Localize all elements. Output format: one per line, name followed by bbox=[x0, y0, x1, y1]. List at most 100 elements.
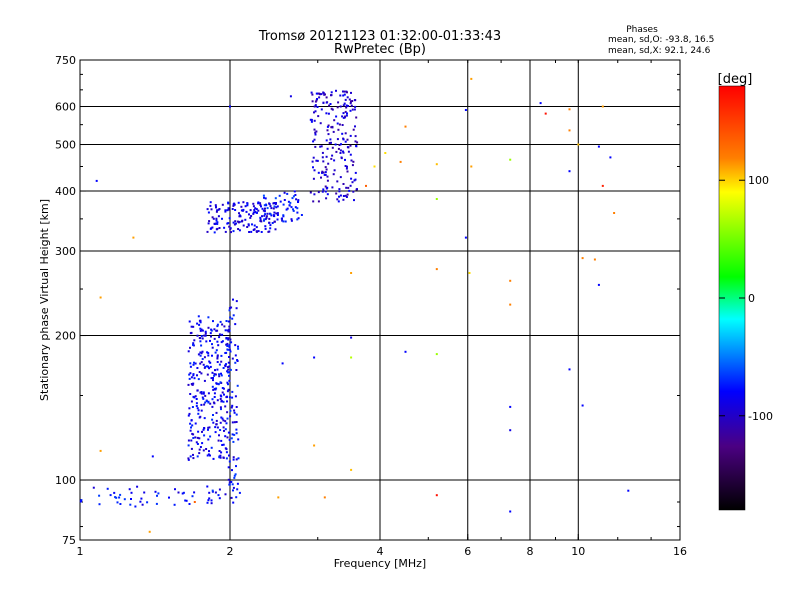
data-point bbox=[256, 211, 258, 214]
data-point bbox=[312, 156, 315, 159]
data-point bbox=[323, 93, 326, 96]
x-axis-ticks: 1 2 4 6 8 10 16 bbox=[77, 60, 687, 558]
data-point bbox=[193, 339, 196, 342]
data-point bbox=[154, 490, 157, 493]
data-point bbox=[345, 196, 348, 198]
data-point bbox=[312, 200, 315, 203]
data-point bbox=[275, 206, 278, 209]
data-point bbox=[342, 198, 345, 201]
data-point bbox=[207, 438, 210, 441]
data-point bbox=[231, 433, 234, 436]
data-point bbox=[139, 500, 142, 503]
data-point bbox=[324, 190, 327, 193]
data-point bbox=[329, 103, 332, 105]
data-point bbox=[347, 105, 350, 107]
data-point bbox=[315, 99, 318, 102]
data-point bbox=[216, 209, 219, 212]
data-point bbox=[215, 419, 218, 422]
data-point bbox=[227, 330, 230, 333]
data-point bbox=[317, 191, 320, 194]
data-point bbox=[141, 503, 144, 506]
data-point bbox=[238, 229, 241, 232]
data-point bbox=[194, 362, 197, 365]
data-point bbox=[228, 329, 231, 332]
data-point bbox=[328, 142, 331, 144]
data-point bbox=[227, 320, 230, 323]
data-point bbox=[196, 407, 199, 410]
data-point bbox=[293, 190, 296, 193]
data-point bbox=[204, 365, 207, 368]
data-point bbox=[350, 468, 353, 471]
data-point bbox=[228, 438, 231, 441]
data-point bbox=[203, 334, 206, 337]
data-point bbox=[220, 354, 223, 357]
scatter-points bbox=[79, 77, 630, 533]
data-point bbox=[354, 125, 356, 128]
y-axis-ticks: 75 100 200 300 400 500 600 750 bbox=[55, 54, 680, 547]
data-point bbox=[224, 428, 227, 431]
data-point bbox=[332, 173, 335, 176]
data-point bbox=[287, 200, 290, 203]
data-point bbox=[129, 503, 132, 506]
data-point bbox=[344, 110, 347, 113]
data-point bbox=[199, 327, 202, 330]
data-point bbox=[254, 207, 257, 210]
data-point bbox=[300, 214, 303, 216]
data-point bbox=[221, 444, 224, 446]
data-point bbox=[216, 355, 219, 358]
data-point bbox=[327, 162, 330, 165]
data-point bbox=[202, 391, 205, 394]
data-point bbox=[509, 429, 512, 432]
data-point bbox=[613, 212, 616, 214]
data-point bbox=[268, 221, 271, 224]
data-point bbox=[225, 396, 228, 398]
data-point bbox=[348, 189, 351, 192]
data-point bbox=[203, 356, 206, 359]
data-point bbox=[339, 152, 342, 154]
data-point bbox=[264, 225, 267, 228]
data-point bbox=[343, 102, 346, 105]
data-point bbox=[350, 356, 353, 359]
data-point bbox=[196, 443, 199, 445]
data-point bbox=[324, 171, 327, 174]
data-point bbox=[192, 343, 194, 346]
data-point bbox=[339, 105, 342, 108]
data-point bbox=[192, 363, 195, 366]
data-point bbox=[245, 210, 248, 213]
data-point bbox=[331, 154, 334, 157]
data-point bbox=[213, 392, 216, 395]
data-point bbox=[197, 315, 200, 318]
data-point bbox=[231, 390, 234, 393]
data-point bbox=[220, 408, 222, 411]
data-point bbox=[225, 351, 228, 354]
data-point bbox=[207, 392, 210, 395]
data-point bbox=[346, 165, 348, 168]
data-point bbox=[248, 231, 251, 233]
data-point bbox=[338, 123, 341, 126]
data-point bbox=[99, 296, 102, 299]
data-point bbox=[177, 491, 180, 494]
data-point bbox=[325, 197, 328, 200]
data-point bbox=[351, 164, 354, 167]
data-point bbox=[216, 223, 219, 225]
data-point bbox=[321, 170, 324, 173]
data-point bbox=[99, 449, 102, 452]
data-point bbox=[350, 91, 352, 94]
data-point bbox=[326, 193, 329, 196]
data-point bbox=[351, 108, 354, 111]
data-point bbox=[187, 457, 190, 460]
data-point bbox=[315, 130, 318, 133]
data-point bbox=[199, 351, 202, 354]
data-point bbox=[216, 340, 219, 343]
data-point bbox=[266, 212, 269, 215]
data-point bbox=[236, 384, 239, 387]
data-point bbox=[264, 197, 267, 200]
y-tick-label: 75 bbox=[62, 534, 76, 547]
data-point bbox=[229, 415, 232, 418]
data-point bbox=[336, 138, 339, 141]
data-point bbox=[225, 457, 228, 460]
data-point bbox=[355, 145, 358, 147]
data-point bbox=[234, 395, 237, 398]
x-tick-label: 1 bbox=[77, 545, 84, 558]
y-tick-label: 100 bbox=[55, 474, 76, 487]
